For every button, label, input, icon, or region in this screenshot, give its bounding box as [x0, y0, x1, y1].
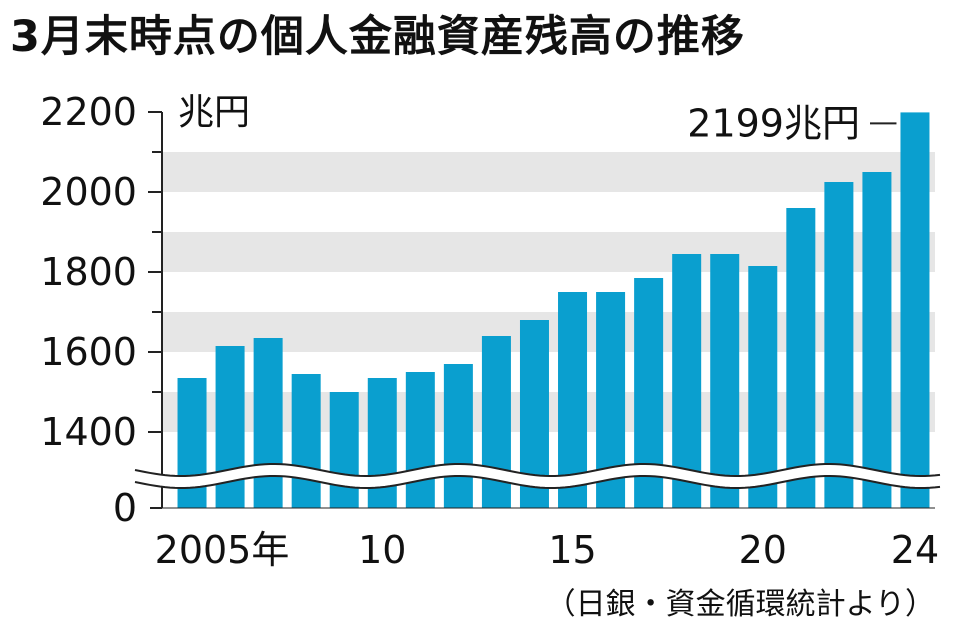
bar — [329, 392, 359, 508]
x-tick-label: 10 — [358, 528, 406, 572]
x-tick-label: 24 — [891, 528, 939, 572]
y-tick-label: 2000 — [40, 170, 137, 214]
y-tick-label: 2200 — [40, 90, 137, 134]
bar — [786, 208, 816, 508]
bar — [253, 338, 283, 508]
bar — [291, 374, 321, 508]
y-tick-label: 1400 — [40, 410, 137, 454]
bar — [748, 266, 778, 508]
axis-break-line — [134, 463, 941, 477]
bar — [900, 112, 930, 509]
x-tick-label: 2005年 — [155, 528, 290, 572]
bar — [824, 182, 854, 508]
y-tick-label: 1600 — [40, 330, 137, 374]
x-tick-label: 15 — [548, 528, 596, 572]
axis-break-line — [134, 475, 941, 489]
x-tick-label: 20 — [739, 528, 787, 572]
bar — [443, 364, 473, 508]
y-tick-label: 1800 — [40, 250, 137, 294]
y-unit-label: 兆円 — [178, 92, 250, 133]
y-tick-label: 0 — [113, 486, 137, 530]
bar — [405, 372, 435, 508]
chart-title: 3月末時点の個人金融資産残高の推移 — [10, 12, 745, 62]
source-note: （日銀・資金循環統計より） — [546, 587, 935, 622]
grid-band — [162, 232, 935, 272]
bar — [672, 254, 702, 508]
bar — [710, 254, 740, 508]
grid-band — [162, 152, 935, 192]
bar — [862, 172, 892, 508]
annotation-label: 2199兆円 — [687, 101, 860, 145]
